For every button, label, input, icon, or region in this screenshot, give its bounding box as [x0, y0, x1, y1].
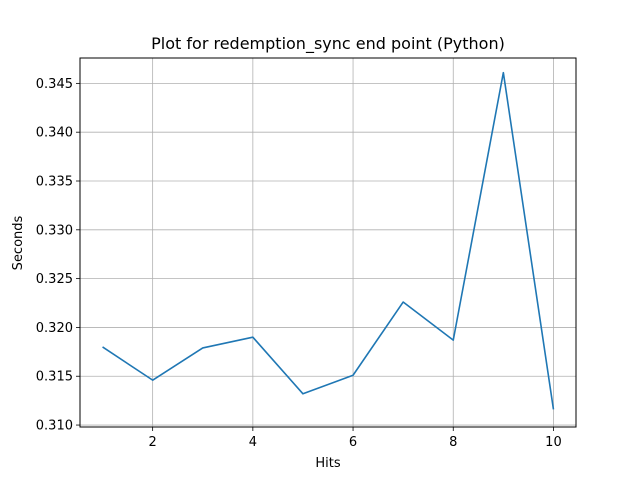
x-axis-label: Hits: [315, 456, 340, 471]
plot-frame: [79, 57, 577, 428]
y-tick-label: 0.315: [36, 370, 73, 385]
x-tick-label: 2: [149, 435, 157, 450]
data-point: [102, 346, 104, 348]
y-tick-label: 0.330: [36, 223, 73, 238]
data-point: [553, 409, 555, 411]
y-axis: 0.310 0.315 0.320 0.325 0.330 0.335 0.340 0.345: [36, 77, 80, 434]
y-tick-label: 0.310: [36, 419, 73, 434]
x-tick-label: 6: [349, 435, 357, 450]
series-layer: [102, 71, 555, 411]
y-tick-label: 0.345: [36, 77, 73, 92]
chart-title: Plot for redemption_sync end point (Pyth…: [151, 34, 505, 54]
grid: [80, 58, 576, 427]
data-point: [402, 301, 404, 303]
x-tick-label: 10: [545, 435, 562, 450]
data-point: [352, 374, 354, 376]
y-tick-label: 0.340: [36, 126, 73, 141]
y-tick-label: 0.325: [36, 272, 73, 287]
data-point: [302, 393, 304, 395]
y-tick-label: 0.320: [36, 321, 73, 336]
x-tick-label: 4: [249, 435, 257, 450]
y-axis-label: Seconds: [11, 215, 26, 270]
y-tick-label: 0.335: [36, 175, 73, 190]
series-line: [102, 71, 555, 410]
x-axis: 2 4 6 8 10: [149, 427, 562, 450]
data-point: [503, 72, 505, 74]
data-point: [252, 336, 254, 338]
data-point: [202, 347, 204, 349]
x-tick-label: 8: [449, 435, 457, 450]
data-point: [152, 379, 154, 381]
data-point: [452, 339, 454, 341]
